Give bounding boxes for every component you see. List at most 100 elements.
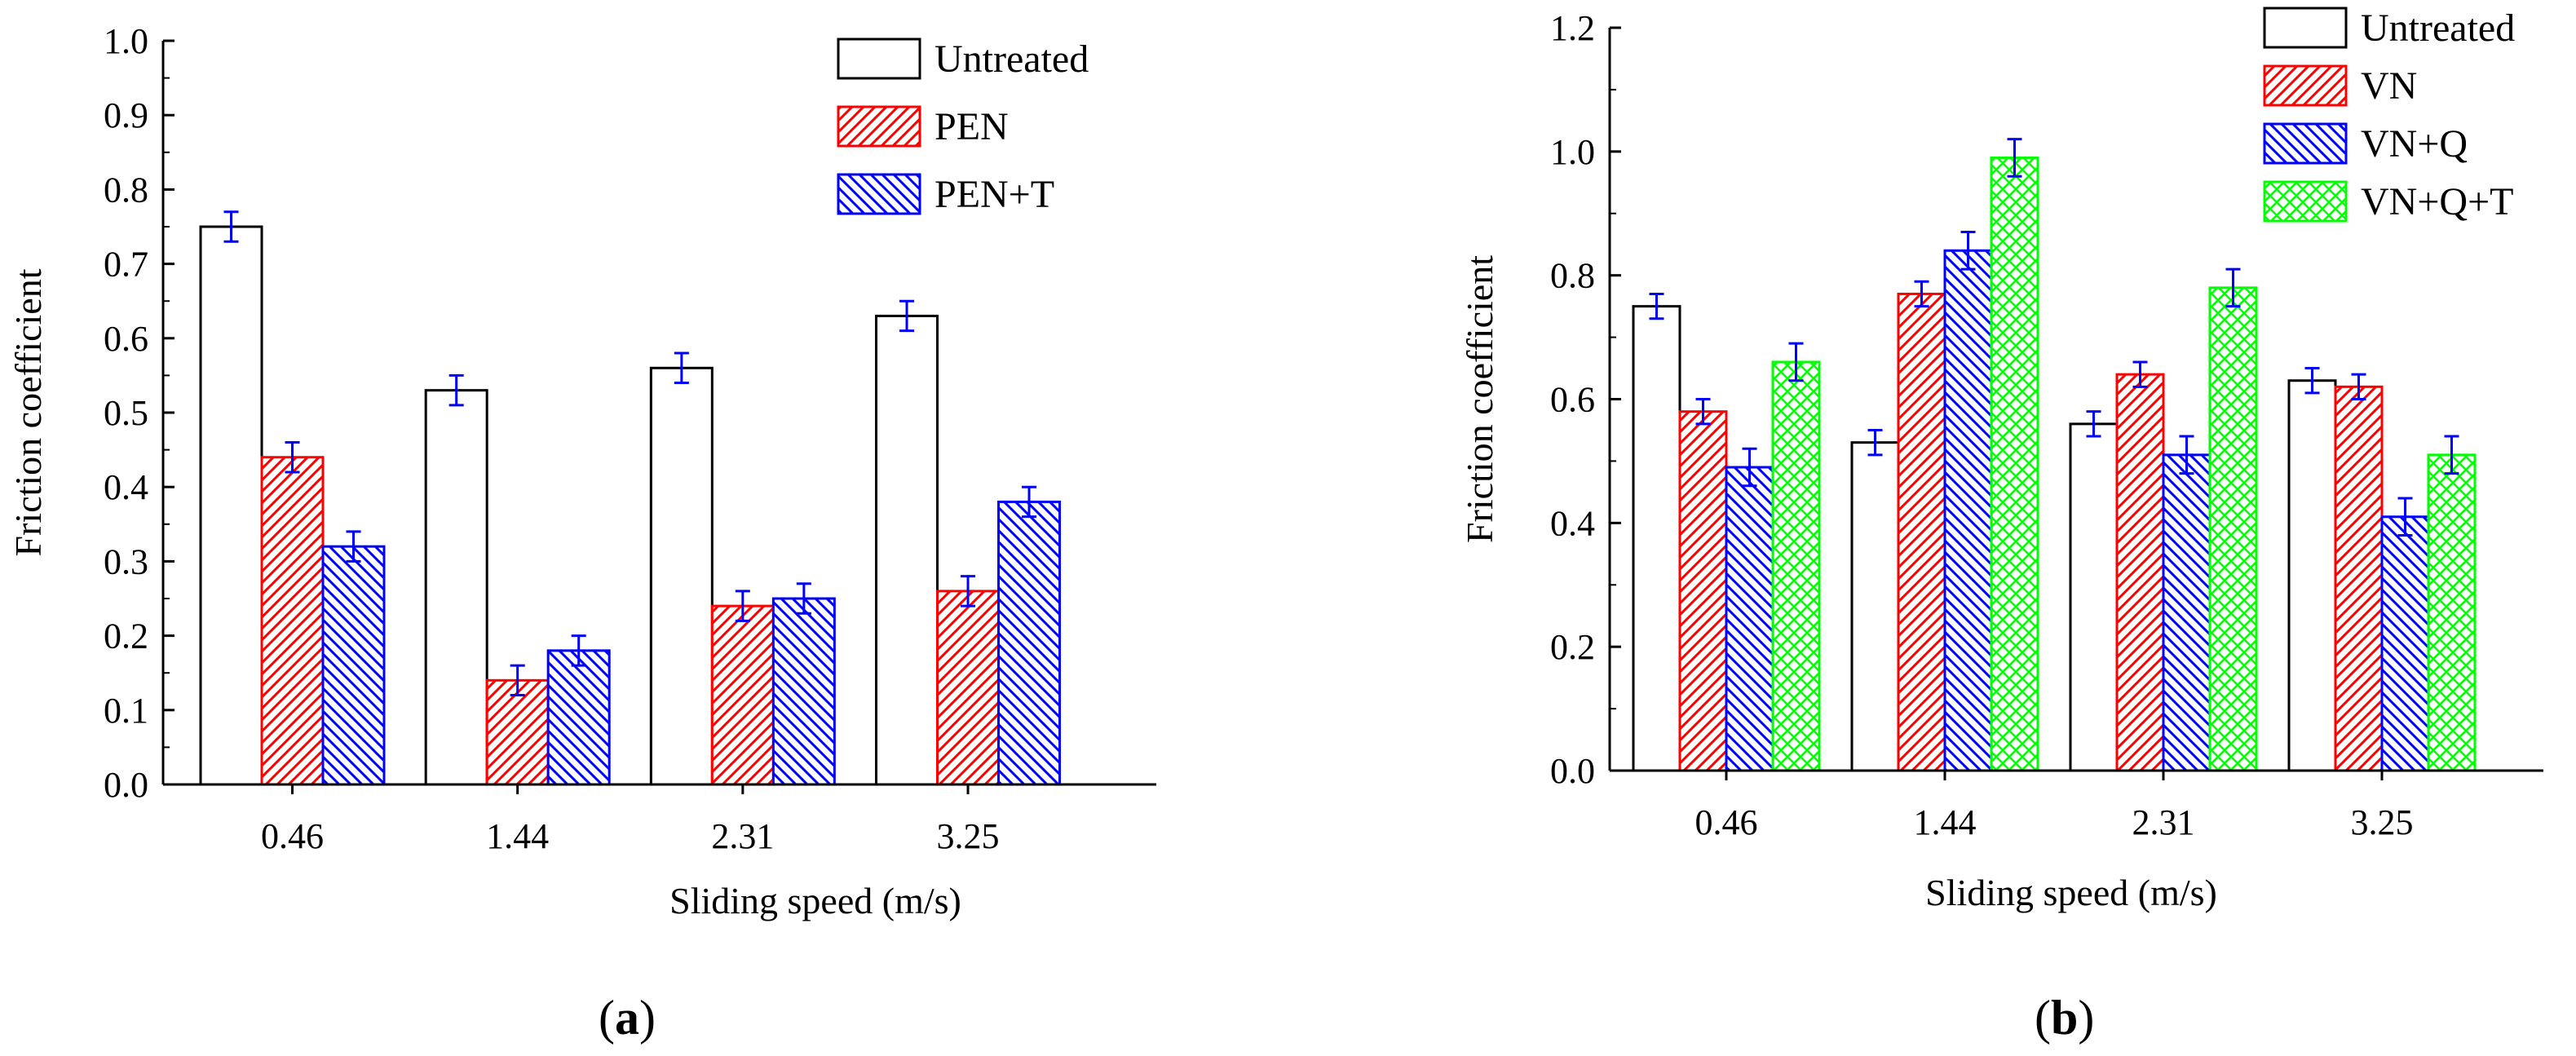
panel-a-legend-label-pen-t: PEN+T <box>935 173 1054 216</box>
panel-b-y-tick-label-1-2: 1.2 <box>1550 8 1595 48</box>
panel-b-legend-label-vn-q-t: VN+Q+T <box>2361 180 2513 223</box>
chart-panel-b: 0.46 1.44 2.31 3.25 0.0 0.2 0.4 0.6 0.8 1.0 1.2 Sli… <box>1459 7 2543 1045</box>
panel-b-error-bar-vn-q-2-31 <box>2179 435 2194 475</box>
panel-a-error-bar-pen-t-2-31 <box>796 582 811 615</box>
panel-a-bar-pen-t-1-44 <box>546 649 611 786</box>
panel-a-legend-swatch-pen <box>837 105 921 148</box>
panel-b-y-tick-label-0-4: 0.4 <box>1550 503 1595 543</box>
panel-a-error-bar-pen-0-46 <box>285 440 300 474</box>
panel-a-bar-untreated-2-31 <box>649 366 714 786</box>
panel-b-error-bar-vn-q-t-0-46 <box>1788 342 1804 382</box>
panel-b-error-bar-untreated-3-25 <box>2304 367 2320 395</box>
panel-a-error-bar-untreated-1-44 <box>448 373 464 407</box>
panel-a-bar-pen-3-25 <box>936 590 1001 786</box>
panel-b-y-tick-label-0-2: 0.2 <box>1550 627 1595 667</box>
panel-b-bar-vn-q-t-1-44 <box>1990 156 2039 772</box>
panel-b-y-tick-label-1-0: 1.0 <box>1550 132 1595 172</box>
panel-b-error-bar-vn-1-44 <box>1914 280 1929 308</box>
panel-b-error-bar-vn-q-t-3-25 <box>2444 435 2459 475</box>
panel-b-error-bar-vn-0-46 <box>1695 398 1711 426</box>
panel-a-y-tick-label-0-9: 0.9 <box>104 95 148 135</box>
panel-b-x-tick-label-3-25: 3.25 <box>2351 802 2414 842</box>
panel-a-legend-label-pen: PEN <box>935 105 1009 148</box>
panel-b-legend: Untreated VN VN+Q VN+Q+T <box>2263 7 2515 223</box>
panel-b-y-tick-label-0-6: 0.6 <box>1550 380 1595 420</box>
panel-b-error-bar-untreated-1-44 <box>1867 428 1883 457</box>
panel-b-bar-untreated-2-31 <box>2069 422 2119 772</box>
panel-a-bar-pen-t-3-25 <box>997 500 1062 786</box>
panel-a-error-bar-untreated-0-46 <box>223 210 239 243</box>
panel-a-bar-untreated-1-44 <box>424 389 488 786</box>
panel-b-x-tick-label-1-44: 1.44 <box>1914 802 1977 842</box>
panel-a-x-tick-label-1-44: 1.44 <box>486 816 549 856</box>
panel-a-bar-pen-t-2-31 <box>771 597 836 786</box>
panel-a-x-tick-label-2-31: 2.31 <box>711 816 774 856</box>
panel-b-legend-label-vn: VN <box>2361 64 2417 108</box>
panel-b-error-bar-vn-q-3-25 <box>2397 497 2413 537</box>
panel-a-y-tick-label-0-3: 0.3 <box>104 541 148 581</box>
panel-b-bar-untreated-0-46 <box>1632 305 1681 772</box>
panel-a-bar-pen-t-0-46 <box>321 545 386 786</box>
panel-a-error-bar-pen-3-25 <box>961 575 976 608</box>
panel-b-error-bar-vn-2-31 <box>2132 360 2148 388</box>
panel-b-legend-swatch-vn <box>2263 64 2348 107</box>
panel-b-bar-vn-0-46 <box>1678 410 1728 772</box>
panel-b-legend-label-vn-q: VN+Q <box>2361 122 2468 166</box>
panel-a-y-tick-label-0-2: 0.2 <box>104 616 148 656</box>
panel-b-error-bar-untreated-0-46 <box>1649 292 1664 320</box>
panel-a-y-tick-label-0-8: 0.8 <box>104 170 148 210</box>
panel-a-x-axis-title: Sliding speed (m/s) <box>669 880 961 921</box>
panel-a-y-tick-label-0-7: 0.7 <box>104 245 148 285</box>
panel-a-bar-pen-2-31 <box>710 604 775 786</box>
panel-b-bar-untreated-3-25 <box>2287 379 2337 772</box>
panel-a-panel-label: (a) <box>599 991 656 1045</box>
panel-b-x-axis-title: Sliding speed (m/s) <box>1925 872 2217 913</box>
panel-a-y-axis-title: Friction coefficient <box>7 268 49 556</box>
panel-b-error-bar-vn-3-25 <box>2351 373 2366 400</box>
panel-b-panel-label: (b) <box>2035 991 2094 1045</box>
panel-a-y-tick-label-0-6: 0.6 <box>104 319 148 359</box>
panel-b-error-bar-vn-q-t-2-31 <box>2225 267 2241 308</box>
panel-a-error-bar-pen-t-3-25 <box>1022 485 1037 519</box>
panel-b-legend-swatch-untreated <box>2263 7 2348 49</box>
panel-b-bar-vn-q-2-31 <box>2162 453 2211 772</box>
panel-a-y-tick-label-1-0: 1.0 <box>104 21 148 61</box>
panel-a-y-tick-label-0-1: 0.1 <box>104 691 148 731</box>
panel-a-bar-untreated-3-25 <box>875 314 939 786</box>
panel-b-error-bar-vn-q-t-1-44 <box>2007 138 2022 178</box>
panel-b-legend-swatch-vn-q <box>2263 122 2348 165</box>
panel-b-bar-untreated-1-44 <box>1850 441 1900 772</box>
panel-b-bar-vn-q-t-3-25 <box>2427 453 2477 772</box>
panel-a-y-tick-label-0-5: 0.5 <box>104 393 148 433</box>
panel-b-bar-vn-2-31 <box>2115 373 2165 772</box>
panel-a-y-tick-label-0-0: 0.0 <box>104 765 148 805</box>
panel-b-legend-label-untreated: Untreated <box>2361 7 2515 50</box>
panel-a-legend: Untreated PEN PEN+T <box>837 38 1089 216</box>
panel-b-bar-vn-q-t-2-31 <box>2208 286 2258 772</box>
panel-b-bar-vn-q-1-44 <box>1943 249 1993 772</box>
panel-a-legend-swatch-untreated <box>837 38 921 80</box>
chart-panel-a: 0.46 1.44 2.31 3.25 0.0 0.1 0.2 0.3 0.4 0.5 0.6 0.7… <box>7 21 1156 1045</box>
panel-b-error-bar-vn-q-1-44 <box>1960 231 1976 271</box>
panel-b-legend-swatch-vn-q-t <box>2263 180 2348 223</box>
panel-a-error-bar-pen-t-1-44 <box>571 634 586 667</box>
panel-b-y-tick-label-0-8: 0.8 <box>1550 256 1595 296</box>
panel-b-bar-vn-q-0-46 <box>1725 466 1774 772</box>
panel-b-bar-vn-q-t-0-46 <box>1771 360 1821 772</box>
panel-a-error-bar-pen-2-31 <box>735 590 750 622</box>
panel-a-legend-label-untreated: Untreated <box>935 38 1089 81</box>
panel-a-legend-swatch-pen-t <box>837 173 921 215</box>
panel-a-bar-pen-0-46 <box>260 456 325 786</box>
panel-b-bar-vn-q-3-25 <box>2380 515 2430 772</box>
panel-a-error-bar-untreated-3-25 <box>899 299 915 333</box>
panel-a-x-tick-label-0-46: 0.46 <box>261 816 324 856</box>
panel-b-y-tick-label-0-0: 0.0 <box>1550 751 1595 791</box>
panel-a-x-tick-label-3-25: 3.25 <box>937 816 1000 856</box>
panel-b-error-bar-untreated-2-31 <box>2086 410 2101 438</box>
panel-b-x-tick-label-0-46: 0.46 <box>1695 802 1758 842</box>
panel-b-y-axis-title: Friction coefficient <box>1459 255 1500 543</box>
panel-b-error-bar-vn-q-0-46 <box>1742 447 1757 488</box>
panel-b-x-tick-label-2-31: 2.31 <box>2132 802 2195 842</box>
panel-a-error-bar-pen-1-44 <box>510 664 525 697</box>
